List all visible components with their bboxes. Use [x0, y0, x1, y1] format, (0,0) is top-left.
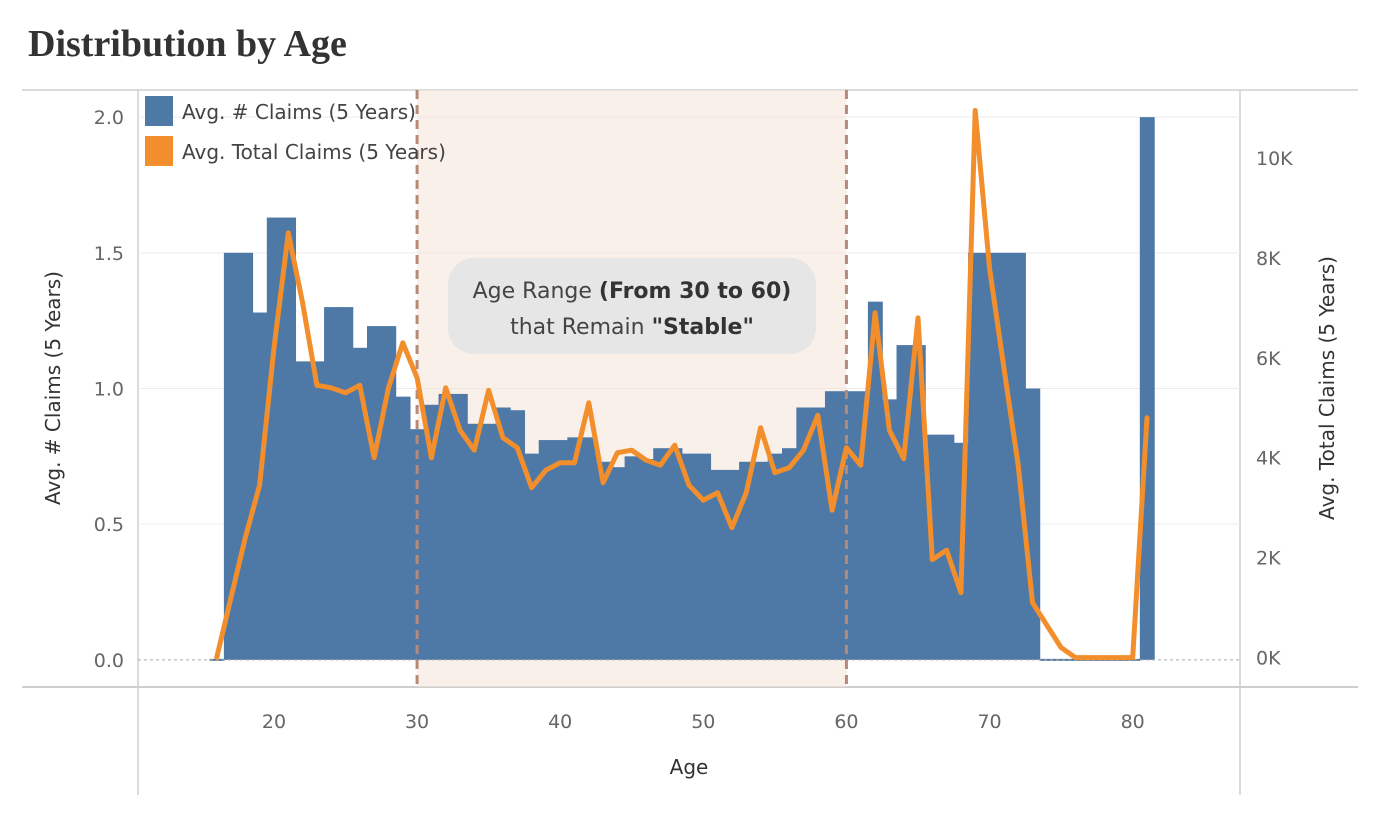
bar-age-57: [796, 407, 812, 660]
bar-age-69: [968, 252, 983, 660]
bar-age-29: [395, 396, 411, 660]
bar-age-26: [352, 347, 368, 660]
bar-age-70: [982, 252, 998, 660]
x-tick-40: 40: [548, 711, 572, 733]
x-axis-title: Age: [670, 755, 709, 779]
y-right-tick-0: 0K: [1256, 648, 1281, 670]
x-tick-50: 50: [691, 711, 715, 733]
bar-age-63: [882, 399, 898, 660]
x-tick-30: 30: [405, 711, 429, 733]
annotation-box: Age Range (From 30 to 60) that Remain "S…: [448, 258, 816, 354]
bar-age-38: [524, 453, 540, 660]
bar-age-31: [424, 404, 440, 660]
legend-label-claims-total: Avg. Total Claims (5 Years): [182, 140, 446, 164]
bar-age-32: [438, 393, 454, 660]
bar-age-39: [538, 440, 554, 660]
bar-age-73: [1025, 388, 1041, 660]
bar-age-33: [452, 393, 468, 660]
bar-age-42: [581, 437, 597, 660]
claims-total-line: [214, 108, 1150, 661]
x-tick-60: 60: [834, 711, 858, 733]
bar-age-18: [238, 252, 254, 660]
bar-age-37: [510, 410, 526, 660]
line-series: [214, 108, 1150, 661]
bar-age-46: [638, 459, 654, 660]
tick-labels: 20 30 40 50 60 70 80 0.0 0.5 1.0 1.5 2.0 0K 2K 4K 6K 8K 1…: [94, 107, 1293, 733]
bar-age-50: [696, 453, 712, 660]
bar-age-41: [567, 437, 583, 660]
bar-age-43: [595, 461, 611, 660]
bar-age-24: [324, 307, 339, 660]
reference-lines: [415, 90, 848, 687]
bar-age-25: [338, 307, 354, 660]
y-right-axis-title: Avg. Total Claims (5 Years): [1315, 256, 1339, 520]
bar-age-22: [295, 361, 311, 660]
bar-age-81: [1139, 117, 1155, 660]
bar-age-48: [667, 448, 683, 660]
y-right-tick-4: 8K: [1256, 248, 1281, 270]
y-left-axis-title: Avg. # Claims (5 Years): [41, 271, 65, 505]
y-right-tick-3: 6K: [1256, 348, 1281, 370]
annotation-line-2-text: that Remain: [510, 315, 651, 340]
bar-age-71: [996, 252, 1012, 660]
y-right-tick-5: 10K: [1256, 148, 1293, 170]
bar-age-44: [610, 467, 626, 660]
bar-age-47: [653, 448, 669, 660]
bar-age-23: [309, 361, 325, 660]
bar-age-75: [1053, 658, 1069, 661]
bar-age-49: [681, 453, 697, 660]
bar-age-56: [782, 448, 797, 660]
y-right-tick-2: 4K: [1256, 448, 1281, 470]
y-left-tick-1: 0.5: [94, 514, 124, 536]
legend-label-claims-count: Avg. # Claims (5 Years): [182, 100, 416, 124]
legend-swatch-claims-count: [145, 96, 173, 126]
bar-series: [209, 117, 1155, 661]
bar-age-34: [467, 423, 483, 660]
annotation-line-2-bold: "Stable": [652, 315, 754, 340]
y-right-tick-1: 2K: [1256, 548, 1281, 570]
bar-age-36: [495, 407, 511, 660]
bar-age-52: [724, 469, 740, 660]
y-left-tick-0: 0.0: [94, 650, 124, 672]
y-left-tick-4: 2.0: [94, 107, 124, 129]
annotation-background: [448, 258, 816, 354]
annotation-line-1-bold: (From 30 to 60): [599, 279, 791, 304]
bar-age-35: [481, 423, 497, 660]
bar-age-55: [767, 453, 783, 660]
annotation-line-2: that Remain "Stable": [510, 315, 754, 340]
chart-title: Distribution by Age: [28, 23, 347, 65]
bar-age-40: [553, 440, 568, 660]
bar-age-74: [1039, 658, 1055, 661]
bar-age-59: [824, 391, 840, 660]
y-left-tick-2: 1.0: [94, 379, 124, 401]
bar-age-54: [753, 461, 769, 660]
x-tick-20: 20: [262, 711, 286, 733]
x-tick-70: 70: [977, 711, 1001, 733]
annotation-line-1-text: Age Range: [473, 279, 599, 304]
bar-age-17: [223, 252, 239, 660]
annotation-line-1: Age Range (From 30 to 60): [473, 279, 792, 304]
bar-age-62: [867, 301, 883, 660]
legend: Avg. # Claims (5 Years) Avg. Total Claim…: [145, 96, 446, 166]
bar-age-27: [366, 326, 382, 660]
legend-swatch-claims-total: [145, 136, 173, 166]
bar-age-67: [939, 434, 955, 660]
x-tick-80: 80: [1121, 711, 1145, 733]
bar-age-58: [810, 407, 826, 660]
bar-age-21: [281, 217, 297, 660]
bar-age-51: [710, 469, 726, 660]
y-left-tick-3: 1.5: [94, 243, 124, 265]
bar-age-53: [739, 461, 755, 660]
bar-age-45: [624, 456, 640, 660]
